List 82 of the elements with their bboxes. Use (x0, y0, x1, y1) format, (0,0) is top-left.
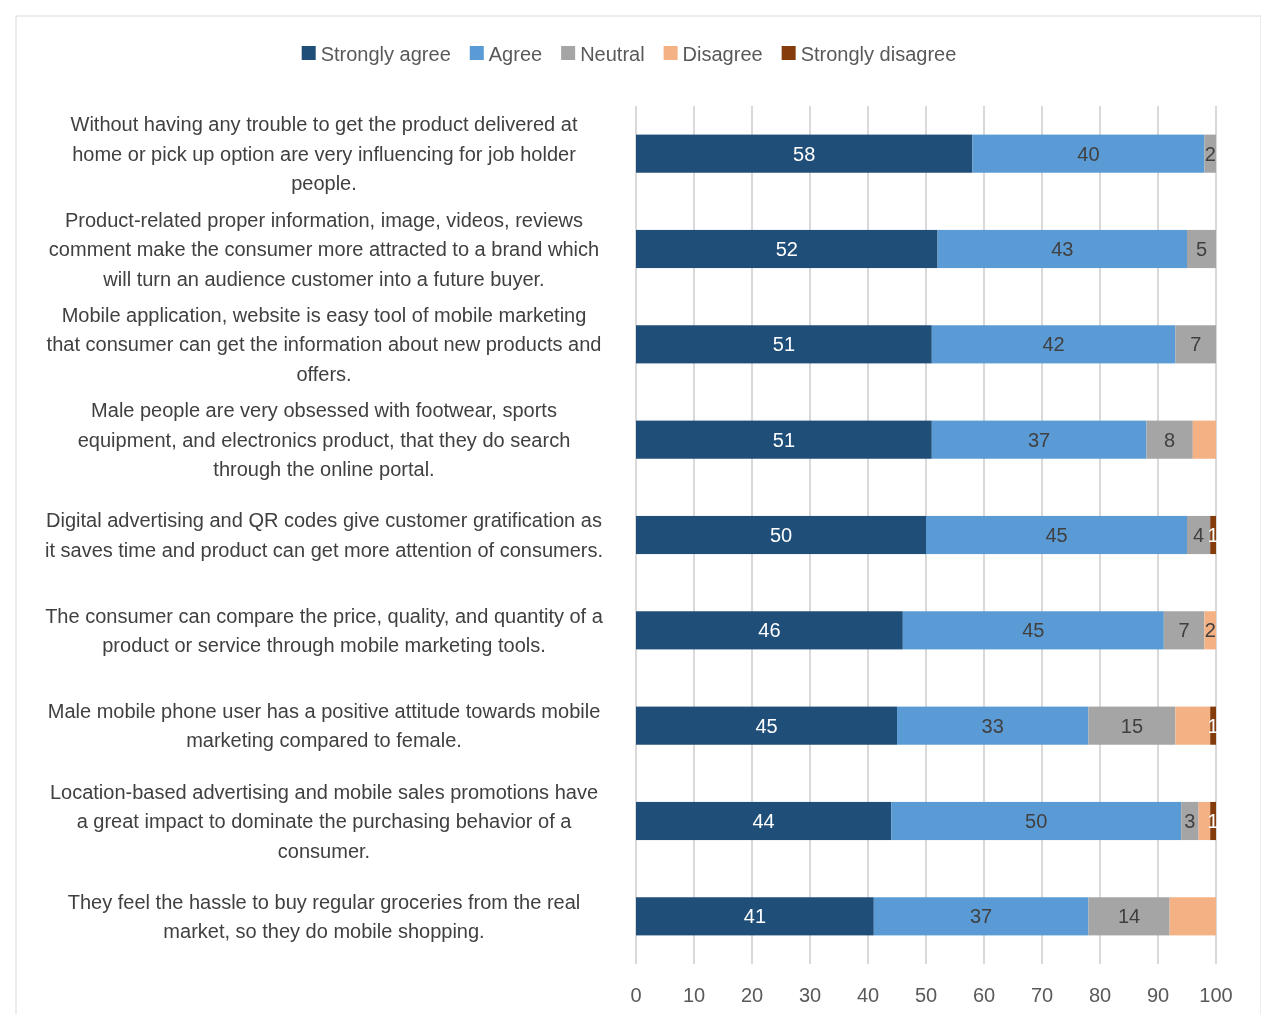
y-tick-label: Product-related proper information, image, videos, reviews comment make the consumer more attracted to a brand which will turn an audience customer into a future buyer. (48, 208, 600, 290)
bar (902, 611, 1164, 650)
x-tick-label: 100 (1199, 984, 1233, 1006)
data-label: 37 (1027, 428, 1051, 451)
data-label: 8 (1164, 428, 1176, 451)
bar (1088, 706, 1176, 745)
data-label: 43 (1051, 238, 1074, 260)
bar (636, 325, 932, 364)
data-label: 3 (1184, 810, 1196, 832)
data-label: 41 (743, 905, 767, 928)
bar (931, 420, 1147, 459)
bar (1146, 420, 1193, 459)
data-label: 2 (1204, 619, 1216, 642)
y-tick-label: Without having any trouble to get the product delivered at home or pick up option are very influencing for job holder people. (70, 113, 578, 195)
data-label: 33 (981, 714, 1004, 737)
data-label: 37 (969, 905, 993, 928)
bar (1175, 325, 1216, 364)
x-tick-label: 60 (972, 984, 996, 1006)
data-label: 7 (1178, 619, 1190, 642)
x-tick-label: 0 (630, 984, 642, 1006)
data-label: 58 (793, 142, 816, 165)
bar (873, 897, 1089, 936)
legend-label: Neutral (580, 43, 645, 65)
legend-label: Strongly disagree (800, 43, 957, 65)
bar (636, 801, 892, 841)
x-tick-label: 10 (682, 984, 706, 1006)
y-tick-label: Digital advertising and QR codes give customer gratification as it saves time and product can get more attention of consumers. (44, 509, 604, 561)
bar (1187, 229, 1216, 269)
bar (1198, 801, 1211, 841)
x-tick-label: 90 (1146, 984, 1170, 1006)
bar (636, 706, 897, 745)
bar (937, 229, 1187, 269)
data-label: 2 (1204, 142, 1216, 165)
data-label: 4 (1193, 524, 1205, 546)
y-tick-label: They feel the hassle to buy regular groceries from the real market, so they do mobile shopping. (67, 890, 581, 943)
bar (636, 229, 938, 269)
data-label: 45 (755, 714, 778, 737)
data-label: 14 (1117, 905, 1141, 928)
x-tick-label: 30 (798, 984, 822, 1006)
bar (1163, 611, 1205, 650)
data-label: 51 (772, 333, 796, 356)
data-label: 15 (1120, 714, 1144, 737)
y-tick-label: Location-based advertising and mobile sales promotions have a great impact to dominate the purchasing behavior of a consumer. (49, 780, 599, 862)
bar (897, 706, 1089, 745)
data-label: 51 (772, 428, 796, 451)
y-tick-label: The consumer can compare the price, quality, and quantity of a product or service through mobile marketing tools. (45, 604, 604, 657)
bar (931, 325, 1176, 364)
x-tick-label: 50 (914, 984, 938, 1006)
x-tick-label: 80 (1088, 984, 1112, 1006)
bar (636, 515, 926, 555)
x-tick-label: 20 (740, 984, 764, 1006)
data-label: 40 (1077, 142, 1100, 165)
bar (926, 515, 1187, 555)
data-label: 50 (769, 524, 793, 546)
data-label: 7 (1190, 333, 1202, 356)
bar (636, 420, 932, 459)
y-tick-label: Male mobile phone user has a positive attitude towards mobile marketing compared to female. (47, 699, 601, 752)
data-label: 5 (1195, 238, 1208, 260)
data-label: 46 (758, 619, 781, 642)
x-tick-label: 40 (856, 984, 880, 1006)
bar (972, 134, 1205, 173)
bar (636, 897, 874, 936)
bar (636, 134, 973, 173)
legend-label: Strongly agree (320, 43, 451, 65)
data-label: 52 (775, 238, 798, 260)
bar (1181, 801, 1199, 841)
data-label: 45 (1045, 524, 1068, 546)
legend-label: Disagree (682, 43, 763, 65)
y-tick-label: Mobile application, website is easy tool of mobile marketing that consumer can get the information about new products and offers. (46, 303, 602, 385)
y-tick-label: Male people are very obsessed with footwear, sports equipment, and electronics product, that they do search through the online portal. (77, 399, 571, 481)
bar (1175, 706, 1211, 745)
bar (1192, 420, 1216, 459)
data-label: 50 (1025, 810, 1048, 832)
bar (1088, 897, 1170, 936)
bar (636, 611, 903, 650)
legend-label: Agree (488, 43, 543, 65)
data-label: 44 (752, 810, 775, 832)
bar (1169, 897, 1216, 936)
data-label: 45 (1022, 619, 1045, 642)
data-label: 42 (1042, 333, 1065, 356)
x-tick-label: 70 (1030, 984, 1054, 1006)
bar (891, 801, 1182, 841)
